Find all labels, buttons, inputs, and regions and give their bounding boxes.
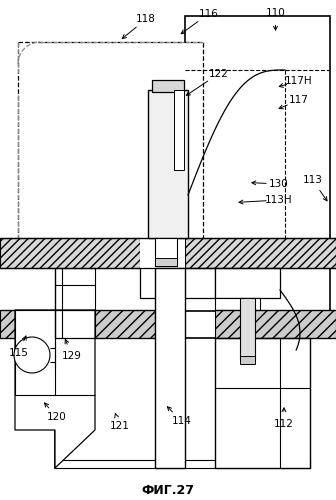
Bar (240, 356, 255, 364)
Text: 118: 118 (136, 14, 156, 24)
Bar (0, 238, 140, 268)
Bar (15, 310, 55, 395)
Text: 112: 112 (274, 419, 294, 429)
Text: 120: 120 (47, 412, 67, 422)
Bar (174, 90, 184, 170)
Polygon shape (15, 310, 95, 468)
Bar (140, 238, 185, 268)
Bar (215, 298, 260, 310)
Bar (18, 42, 203, 257)
Text: ФИГ.27: ФИГ.27 (141, 484, 195, 496)
Bar (55, 338, 310, 468)
Bar (215, 268, 280, 298)
Bar (140, 268, 215, 298)
Text: 115: 115 (8, 348, 29, 358)
Bar (155, 268, 185, 468)
Text: 110: 110 (266, 8, 285, 18)
Text: 122: 122 (208, 69, 228, 79)
Text: 130: 130 (269, 179, 289, 189)
Text: 117: 117 (289, 95, 309, 105)
Bar (148, 90, 188, 238)
Text: 113H: 113H (265, 195, 293, 205)
Bar (185, 16, 330, 311)
Bar (240, 298, 255, 360)
Bar (152, 80, 184, 92)
Bar (185, 238, 336, 268)
Text: 121: 121 (109, 421, 129, 431)
Bar (155, 258, 177, 266)
Bar (155, 238, 177, 266)
Text: 129: 129 (62, 351, 82, 361)
Bar (215, 338, 310, 468)
Bar (0, 310, 155, 338)
Text: 116: 116 (198, 9, 218, 19)
Text: 117H: 117H (285, 76, 313, 86)
Bar (55, 460, 310, 468)
Text: 114: 114 (171, 416, 192, 426)
Text: 113: 113 (302, 175, 323, 185)
Circle shape (14, 337, 50, 373)
Bar (215, 310, 336, 338)
